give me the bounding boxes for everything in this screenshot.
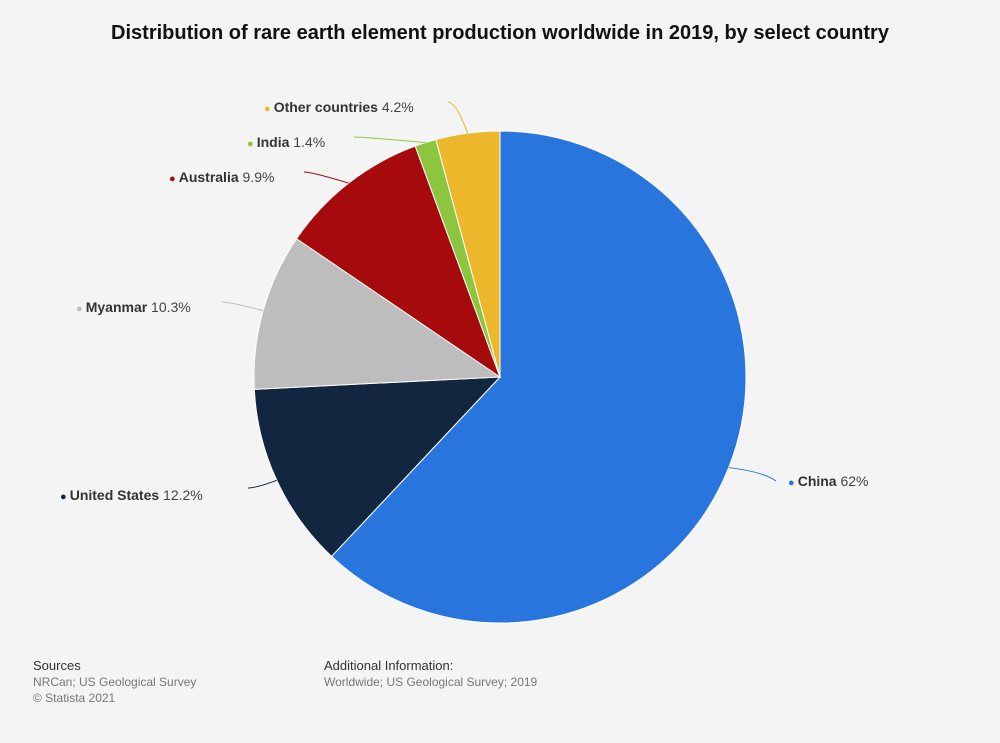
slice-label-india: ● India 1.4% [247, 134, 325, 150]
slice-value: 12.2% [159, 487, 203, 503]
slice-name: Australia [179, 169, 239, 185]
sources-line: NRCan; US Geological Survey [33, 675, 197, 689]
slice-label-united-states: ● United States 12.2% [60, 487, 203, 503]
leader-line-united-states [247, 479, 277, 489]
additional-info-heading: Additional Information: [324, 658, 454, 673]
leader-line-other-countries [447, 101, 469, 134]
slice-value: 62% [837, 473, 869, 489]
slice-name: United States [70, 487, 160, 503]
pie-slice-china[interactable] [330, 130, 747, 624]
leader-line-india [353, 136, 426, 144]
legend-bullet: ● [60, 491, 70, 503]
legend-bullet: ● [788, 477, 798, 489]
sources-block: Sources NRCan; US Geological Survey © St… [33, 658, 196, 706]
pie-slice-myanmar[interactable] [253, 238, 502, 390]
slice-name: India [257, 134, 290, 150]
slice-label-myanmar: ● Myanmar 10.3% [76, 299, 191, 315]
sources-heading: Sources [33, 658, 81, 673]
legend-bullet: ● [264, 103, 274, 115]
slice-value: 9.9% [239, 169, 275, 185]
slice-value: 1.4% [289, 134, 325, 150]
slice-name: Myanmar [86, 299, 148, 315]
slice-label-china: ● China 62% [788, 473, 869, 489]
additional-info-block: Additional Information: Worldwide; US Ge… [324, 658, 537, 690]
slice-label-other-countries: ● Other countries 4.2% [264, 99, 414, 115]
legend-bullet: ● [76, 303, 86, 315]
slice-label-australia: ● Australia 9.9% [169, 169, 274, 185]
pie-slice-other-countries[interactable] [435, 130, 501, 378]
leader-line-myanmar [221, 301, 264, 312]
slice-value: 10.3% [147, 299, 191, 315]
pie-slice-united-states[interactable] [253, 376, 502, 558]
chart-title: Distribution of rare earth element produ… [111, 22, 889, 44]
leader-line-china [728, 467, 777, 482]
legend-bullet: ● [169, 173, 179, 185]
legend-bullet: ● [247, 138, 257, 150]
slice-name: China [798, 473, 837, 489]
additional-info-line: Worldwide; US Geological Survey; 2019 [324, 675, 538, 689]
slice-name: Other countries [274, 99, 378, 115]
slice-value: 4.2% [378, 99, 414, 115]
copyright-line: © Statista 2021 [33, 691, 116, 705]
leader-line-australia [303, 171, 349, 184]
